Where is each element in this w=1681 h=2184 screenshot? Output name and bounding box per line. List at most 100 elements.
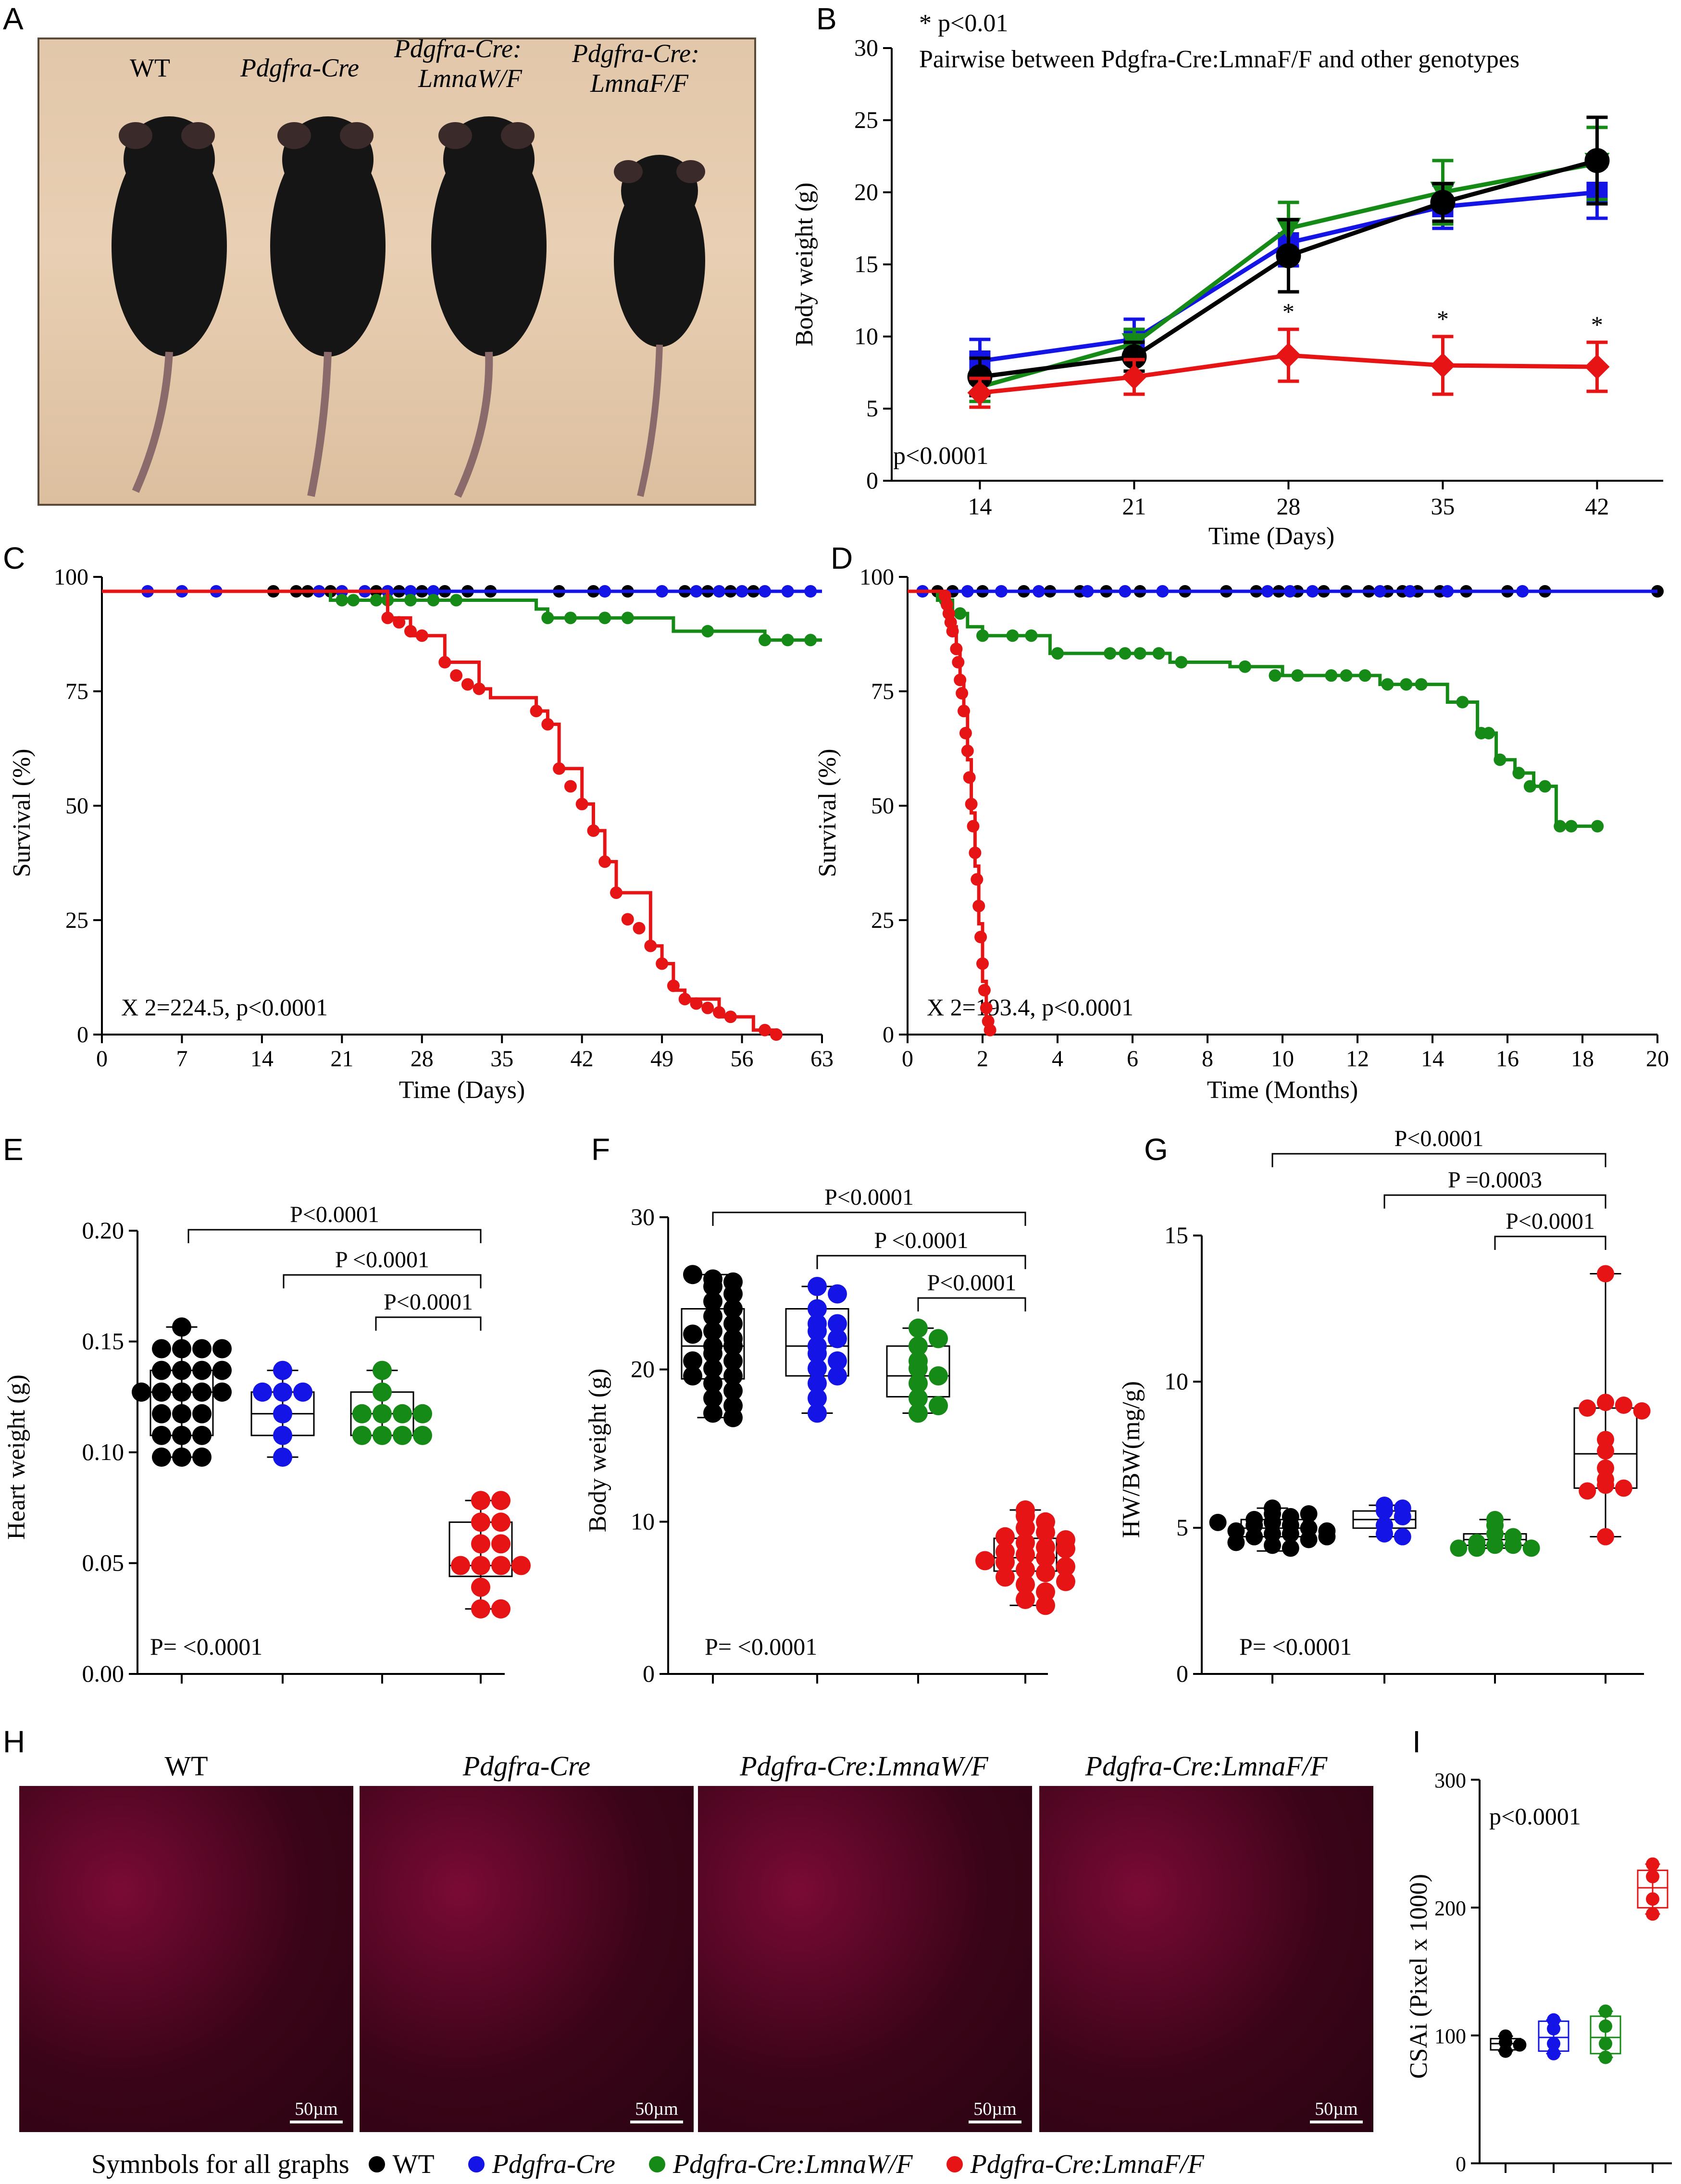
g-data-point-ff: [1597, 1528, 1614, 1546]
c-censor-mark-ff: [564, 780, 577, 793]
e-data-point-wf: [373, 1382, 392, 1402]
c-censor-mark-ff: [404, 624, 417, 637]
micrograph-ff: 50µm: [1039, 1786, 1373, 2132]
e-data-point-ff: [491, 1491, 511, 1510]
b-y-tick-label: 15: [854, 250, 878, 277]
b-significance-star: *: [1437, 305, 1449, 332]
e-data-point-wf: [413, 1425, 432, 1445]
i-pvalue: p<0.0001: [1489, 1803, 1581, 1830]
c-censor-mark-ff: [461, 678, 474, 691]
d-censor-mark-wf: [1456, 696, 1469, 709]
f-data-point-ff: [1016, 1545, 1035, 1564]
g-data-point-cre: [1376, 1502, 1393, 1520]
panel-label-i: I: [1412, 1724, 1421, 1759]
legend-label-cre: Pdgfra-Cre: [492, 2149, 615, 2179]
micro-title-cre: Pdgfra-Cre: [462, 1750, 591, 1782]
c-y-tick-label: 50: [65, 793, 88, 819]
e-y-tick-label: 0.05: [82, 1549, 125, 1576]
f-data-point-wf: [929, 1366, 948, 1385]
g-data-point-wt: [1209, 1513, 1227, 1531]
e-data-point-cre: [273, 1404, 292, 1423]
d-censor-mark-wf: [976, 629, 989, 642]
d-censor-mark-wf: [1152, 647, 1165, 660]
g-data-point-ff: [1615, 1479, 1632, 1497]
g-y-label: HW/BW(mg/g): [1118, 1381, 1145, 1538]
e-data-point-wt: [212, 1382, 232, 1402]
i-data-point-cre: [1547, 2022, 1560, 2035]
c-censor-mark-cre: [713, 585, 725, 598]
d-censor-mark-wf: [1025, 629, 1038, 642]
f-comparison-label: P<0.0001: [824, 1185, 914, 1210]
e-y-tick-label: 0.20: [82, 1217, 125, 1244]
b-y-tick-label: 25: [854, 106, 878, 133]
f-data-point-cre: [828, 1366, 847, 1385]
d-censor-mark-wf: [1119, 647, 1132, 660]
c-censor-mark-wf: [370, 594, 383, 607]
b-x-tick-label: 14: [968, 493, 992, 520]
d-censor-mark-wf: [1523, 780, 1536, 793]
c-censor-mark-ff: [644, 939, 657, 952]
i-data-point-ff: [1646, 1870, 1659, 1884]
e-data-point-cre: [273, 1448, 292, 1467]
d-censor-mark-wf: [1133, 647, 1146, 660]
f-data-point-wt: [723, 1336, 743, 1356]
b-annotation-1: * p<0.01: [919, 10, 1008, 37]
c-censor-mark-ff: [575, 798, 588, 811]
e-data-point-wt: [172, 1404, 191, 1423]
f-data-point-ff: [1056, 1539, 1075, 1559]
f-data-point-cre: [828, 1351, 847, 1371]
f-y-tick-label: 30: [631, 1203, 655, 1230]
f-data-point-ff: [1016, 1590, 1035, 1609]
panel-label-h: H: [3, 1724, 25, 1759]
d-censor-mark-cre: [1441, 585, 1454, 598]
c-censor-mark-ff: [701, 1001, 714, 1014]
f-data-point-ff: [1036, 1563, 1055, 1583]
g-y-tick-label: 10: [1164, 1368, 1188, 1395]
e-data-point-wt: [152, 1448, 171, 1467]
d-y-tick-label: 25: [871, 908, 894, 933]
c-x-tick-label: 63: [810, 1046, 834, 1072]
legend-item-wf: Pdgfra-Cre:LmnaW/F: [648, 2149, 913, 2180]
e-data-point-cre: [273, 1360, 292, 1380]
f-comparison-label: P <0.0001: [874, 1228, 969, 1253]
f-data-point-wt: [703, 1307, 722, 1326]
e-comparison-label: P<0.0001: [384, 1289, 473, 1315]
c-censor-mark-ff: [553, 762, 566, 775]
c-censor-mark-ff: [587, 824, 600, 837]
i-y-tick-label: 300: [1434, 1769, 1466, 1792]
c-censor-mark-cre: [735, 585, 748, 598]
d-censor-mark-wf: [1175, 656, 1188, 669]
c-censor-mark-ff: [690, 997, 703, 1010]
f-data-point-cre: [808, 1388, 827, 1408]
micro-title-wt: WT: [164, 1750, 208, 1782]
c-x-tick-label: 56: [731, 1046, 754, 1072]
legend-title: Symnbols for all graphs: [91, 2149, 349, 2179]
e-data-point-ff: [471, 1534, 490, 1554]
g-data-point-ff: [1579, 1399, 1596, 1417]
mouse-photo: [37, 37, 756, 506]
f-data-point-wt: [683, 1366, 702, 1385]
f-data-point-cre: [808, 1359, 827, 1378]
e-data-point-wf: [413, 1404, 432, 1423]
b-significance-star: *: [1283, 298, 1295, 325]
c-censor-mark-ff: [678, 993, 691, 1006]
e-data-point-wt: [192, 1448, 212, 1467]
photo-label-wf-line2: LmnaW/F: [418, 64, 522, 93]
e-data-point-wt: [212, 1360, 232, 1380]
f-data-point-ff: [1036, 1523, 1055, 1542]
e-data-point-wf: [352, 1425, 372, 1445]
d-censor-mark-wf: [1051, 647, 1064, 660]
c-censor-mark-cre: [427, 585, 440, 598]
f-data-point-wt: [703, 1403, 722, 1423]
e-data-point-ff: [491, 1512, 511, 1532]
e-data-point-cre: [293, 1382, 312, 1402]
scale-bar: 50µm: [630, 2098, 683, 2123]
c-x-tick-label: 14: [250, 1046, 274, 1072]
d-km-curve-wf: [908, 589, 1598, 828]
c-censor-mark-wf: [347, 594, 360, 607]
d-x-tick-label: 0: [902, 1046, 913, 1072]
b-x-tick-label: 28: [1276, 493, 1300, 520]
f-data-point-ff: [1036, 1596, 1055, 1615]
f-data-point-ff: [975, 1551, 995, 1571]
e-data-point-wt: [152, 1339, 171, 1359]
